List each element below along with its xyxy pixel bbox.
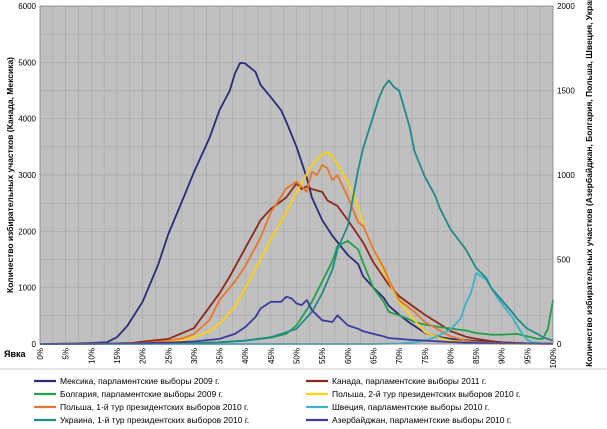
- legend-label: Азербайджан, парламентские выборы 2010 г…: [332, 415, 511, 425]
- right-axis-ticks: 0 500 1000 1500 2000: [557, 2, 575, 349]
- legend-label: Мексика, парламентские выборы 2009 г.: [60, 376, 220, 386]
- left-tick-label: 2000: [18, 227, 36, 236]
- left-tick-label: 5000: [18, 58, 36, 67]
- x-tick-label: 75%: [421, 348, 430, 364]
- series-line-4: [39, 163, 554, 345]
- plot-border: [39, 5, 554, 345]
- series-layer: [39, 62, 554, 345]
- x-tick-label: 30%: [190, 348, 199, 364]
- x-tick-label: 10%: [87, 348, 96, 364]
- legend-label: Швеция, парламентские выборы 2010 г.: [332, 402, 489, 412]
- x-tick-label: 45%: [267, 348, 276, 364]
- left-tick-label: 6000: [18, 2, 36, 11]
- grid: [40, 6, 553, 344]
- x-tick-label: 50%: [293, 348, 302, 364]
- series-line-6: [39, 79, 554, 345]
- x-tick-label: 95%: [523, 348, 532, 364]
- left-axis-ticks: 0 1000 2000 3000 4000 5000 6000: [18, 2, 36, 349]
- right-tick-label: 2000: [557, 2, 575, 11]
- right-tick-label: 1500: [557, 87, 575, 96]
- series-line-0: [39, 62, 553, 345]
- left-tick-label: 4000: [18, 115, 36, 124]
- x-tick-label: 25%: [164, 348, 173, 364]
- x-tick-label: 85%: [472, 348, 481, 364]
- x-tick-label: 60%: [344, 348, 353, 364]
- x-tick-label: 40%: [241, 348, 250, 364]
- legend-label: Болгария, парламентские выборы 2009 г.: [60, 389, 223, 399]
- legend-label: Канада, парламентские выборы 2011 г.: [332, 376, 486, 386]
- legend-label: Польша, 2-й тур президентских выборов 20…: [332, 389, 520, 399]
- series-line-7: [39, 295, 553, 345]
- series-line-1: [39, 182, 554, 345]
- right-tick-label: 0: [557, 340, 562, 349]
- legend-label: Польша, 1-й тур президентских выборов 20…: [60, 402, 248, 412]
- x-tick-label: 5%: [62, 348, 71, 360]
- x-tick-label: 55%: [318, 348, 327, 364]
- right-axis-title: Количество избирательных участков (Азерб…: [584, 0, 594, 367]
- x-tick-label: 80%: [446, 348, 455, 364]
- x-axis-ticks: 0% 5% 10% 15% 20% 25% 30% 35% 40% 45% 50% 55% 60% 65%…: [36, 348, 558, 368]
- series-line-3: [39, 151, 553, 345]
- right-tick-label: 1000: [557, 171, 575, 180]
- legend: Мексика, парламентские выборы 2009 г. Кан…: [34, 376, 520, 425]
- x-tick-label: 70%: [395, 348, 404, 364]
- x-tick-label: 90%: [498, 348, 507, 364]
- x-tick-label: 100%: [549, 348, 558, 368]
- x-tick-label: 0%: [36, 348, 45, 360]
- x-tick-label: 35%: [216, 348, 225, 364]
- left-tick-label: 0: [32, 340, 37, 349]
- left-tick-label: 3000: [18, 171, 36, 180]
- x-axis-title: Явка: [4, 349, 27, 359]
- left-axis-title: Количество избирательных участков (Канад…: [5, 57, 15, 293]
- series-line-5: [40, 272, 554, 345]
- x-tick-label: 65%: [369, 348, 378, 364]
- legend-label: Украина, 1-й тур президентских выборов 2…: [60, 415, 249, 425]
- x-tick-label: 15%: [113, 348, 122, 364]
- right-tick-label: 500: [557, 256, 571, 265]
- left-tick-label: 1000: [18, 284, 36, 293]
- x-tick-label: 20%: [139, 348, 148, 364]
